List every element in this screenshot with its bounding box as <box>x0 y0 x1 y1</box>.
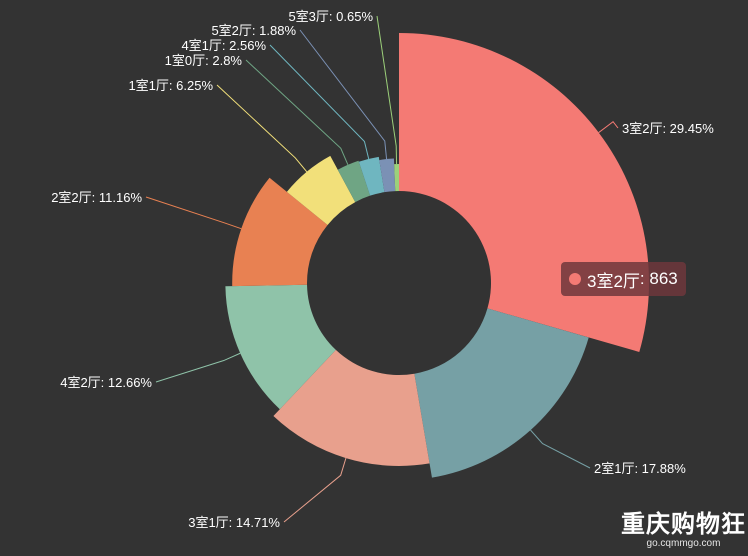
slice-2室1厅[interactable] <box>414 308 588 477</box>
leader-line <box>217 85 307 172</box>
watermark: 重庆购物狂 go.cqmmgo.com <box>621 512 746 550</box>
slice-label: 4室2厅: 12.66% <box>60 375 152 390</box>
leader-line <box>156 353 240 382</box>
slice-label: 5室3厅: 0.65% <box>288 9 373 24</box>
slice-label: 1室0厅: 2.8% <box>165 53 243 68</box>
leader-line <box>377 16 397 164</box>
watermark-title: 重庆购物狂 <box>621 512 746 538</box>
tooltip: 3室2厅 : 863 <box>561 262 686 296</box>
leader-line <box>246 60 348 165</box>
tooltip-label: 3室2厅 <box>587 267 640 292</box>
watermark-url: go.cqmmgo.com <box>621 538 746 550</box>
slice-label: 5室2厅: 1.88% <box>211 23 296 38</box>
slice-label: 3室2厅: 29.45% <box>622 121 714 136</box>
leader-line <box>300 30 387 159</box>
slice-label: 4室1厅: 2.56% <box>181 38 266 53</box>
leader-line <box>284 458 346 522</box>
tooltip-color-dot <box>569 273 581 285</box>
slice-label: 1室1厅: 6.25% <box>128 78 213 93</box>
tooltip-separator: : <box>640 269 649 289</box>
leader-line <box>599 122 618 133</box>
slice-label: 3室1厅: 14.71% <box>188 515 280 530</box>
slice-label: 2室2厅: 11.16% <box>51 190 142 205</box>
slice-3室2厅[interactable] <box>399 33 649 352</box>
leader-line <box>531 430 590 468</box>
slice-label: 2室1厅: 17.88% <box>594 461 686 476</box>
leader-line <box>270 45 369 159</box>
leader-line <box>146 197 241 229</box>
tooltip-value: 863 <box>649 269 677 289</box>
